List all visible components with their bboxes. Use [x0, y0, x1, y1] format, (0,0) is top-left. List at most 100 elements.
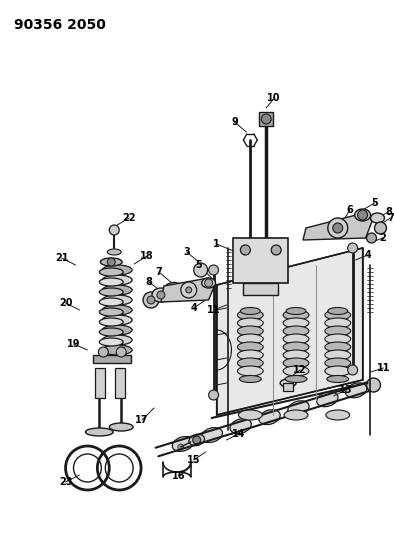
Ellipse shape	[100, 258, 122, 266]
Circle shape	[147, 296, 155, 304]
Text: 7: 7	[387, 213, 394, 223]
Ellipse shape	[283, 334, 309, 344]
Ellipse shape	[366, 378, 381, 392]
Ellipse shape	[325, 366, 351, 376]
Ellipse shape	[240, 376, 261, 383]
Circle shape	[328, 218, 348, 238]
Circle shape	[157, 291, 165, 299]
Ellipse shape	[109, 423, 133, 431]
Ellipse shape	[283, 326, 309, 336]
Circle shape	[261, 114, 271, 124]
Ellipse shape	[283, 310, 309, 320]
Text: 19: 19	[67, 339, 80, 349]
Ellipse shape	[346, 383, 367, 398]
Ellipse shape	[99, 288, 123, 296]
Text: 11: 11	[377, 363, 390, 373]
Circle shape	[375, 222, 387, 234]
Circle shape	[116, 347, 126, 357]
Text: 6: 6	[346, 205, 353, 215]
Ellipse shape	[355, 209, 370, 221]
Ellipse shape	[102, 335, 132, 345]
Ellipse shape	[325, 334, 351, 344]
Ellipse shape	[102, 345, 132, 355]
Ellipse shape	[201, 427, 223, 442]
Circle shape	[333, 223, 343, 233]
Text: 4: 4	[364, 250, 371, 260]
Ellipse shape	[325, 310, 351, 320]
Ellipse shape	[238, 334, 263, 344]
Ellipse shape	[238, 410, 262, 420]
Text: 14: 14	[232, 429, 245, 439]
Ellipse shape	[238, 310, 263, 320]
Circle shape	[178, 444, 184, 450]
Ellipse shape	[102, 265, 132, 275]
Ellipse shape	[288, 401, 309, 416]
Ellipse shape	[285, 376, 307, 383]
Circle shape	[348, 243, 358, 253]
Circle shape	[366, 233, 377, 243]
Ellipse shape	[238, 326, 263, 336]
Bar	[234, 238, 288, 283]
Text: 11: 11	[207, 305, 220, 315]
Ellipse shape	[99, 298, 123, 306]
Circle shape	[143, 292, 159, 308]
Ellipse shape	[107, 249, 121, 255]
Text: 21: 21	[55, 253, 68, 263]
Ellipse shape	[238, 342, 263, 352]
Ellipse shape	[99, 268, 123, 276]
Text: 5: 5	[195, 260, 202, 270]
Ellipse shape	[230, 418, 251, 433]
Text: 2: 2	[379, 233, 386, 243]
Circle shape	[186, 287, 192, 293]
Ellipse shape	[238, 318, 263, 328]
Ellipse shape	[164, 282, 184, 297]
Ellipse shape	[102, 285, 132, 295]
Circle shape	[107, 258, 115, 266]
Ellipse shape	[102, 295, 132, 305]
Circle shape	[358, 210, 368, 220]
Ellipse shape	[240, 308, 260, 314]
Ellipse shape	[317, 392, 338, 407]
Ellipse shape	[326, 410, 350, 420]
Polygon shape	[217, 248, 362, 415]
Bar	[115, 368, 125, 398]
Text: 18: 18	[140, 251, 154, 261]
Ellipse shape	[325, 358, 351, 368]
Text: 23: 23	[59, 477, 72, 487]
Polygon shape	[303, 212, 372, 240]
Text: 22: 22	[123, 213, 136, 223]
Ellipse shape	[283, 358, 309, 368]
Ellipse shape	[325, 342, 351, 352]
Ellipse shape	[189, 434, 204, 446]
Circle shape	[240, 245, 250, 255]
Bar	[259, 112, 273, 126]
Ellipse shape	[152, 288, 170, 302]
Ellipse shape	[286, 308, 306, 314]
Circle shape	[98, 347, 108, 357]
Ellipse shape	[238, 366, 263, 376]
Ellipse shape	[102, 305, 132, 315]
Circle shape	[194, 263, 208, 277]
Bar	[95, 368, 105, 398]
Ellipse shape	[325, 318, 351, 328]
Ellipse shape	[102, 315, 132, 325]
Bar	[93, 355, 131, 363]
Circle shape	[181, 282, 197, 298]
Text: 17: 17	[135, 415, 149, 425]
Ellipse shape	[327, 376, 349, 383]
Ellipse shape	[99, 328, 123, 336]
Text: 4: 4	[190, 303, 197, 313]
Circle shape	[204, 279, 213, 287]
Circle shape	[271, 245, 281, 255]
Bar	[243, 283, 278, 295]
Text: 5: 5	[371, 198, 378, 208]
Text: 15: 15	[187, 455, 201, 465]
Ellipse shape	[325, 350, 351, 360]
Ellipse shape	[325, 326, 351, 336]
Ellipse shape	[99, 338, 123, 346]
Ellipse shape	[283, 342, 309, 352]
Text: 20: 20	[59, 298, 72, 308]
Text: 10: 10	[268, 93, 281, 103]
Circle shape	[348, 365, 358, 375]
Ellipse shape	[370, 213, 385, 223]
